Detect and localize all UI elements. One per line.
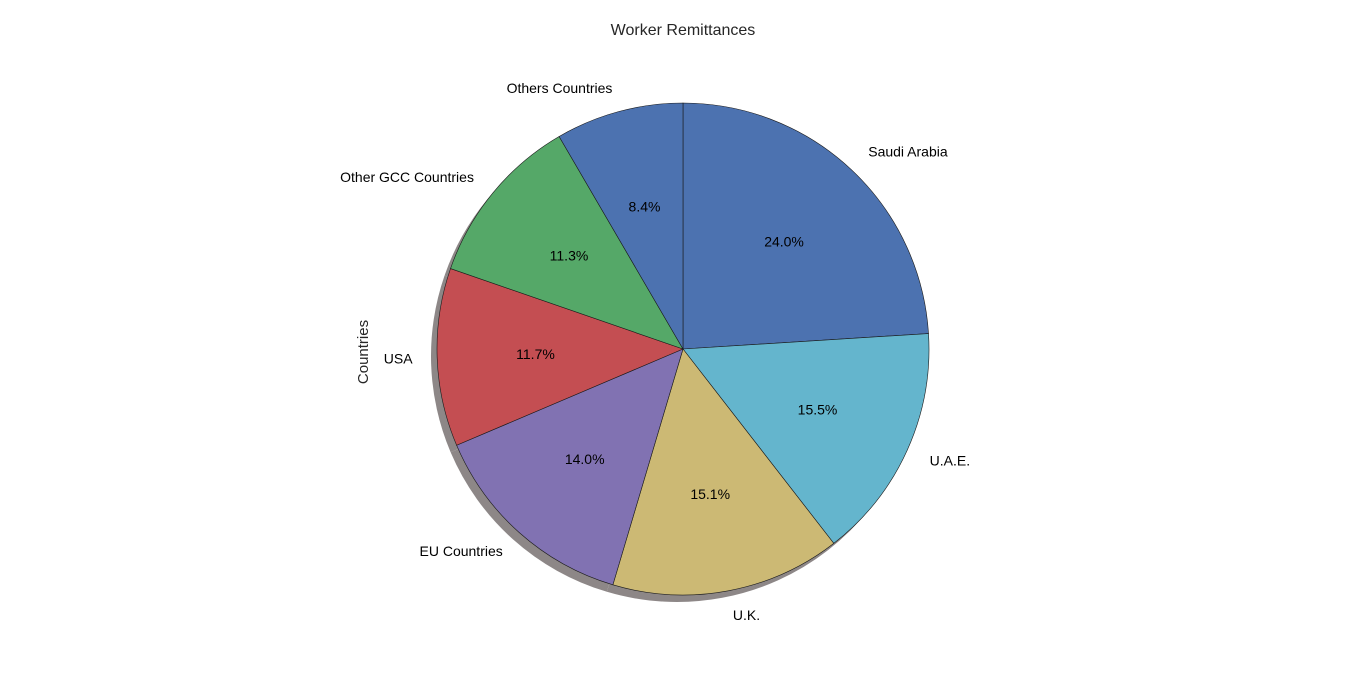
slice-label-other-gcc-countries: Other GCC Countries — [340, 169, 474, 185]
pie-slice-u-a-e — [682, 333, 930, 544]
slice-label-saudi-arabia: Saudi Arabia — [868, 144, 948, 160]
slice-label-eu-countries: EU Countries — [420, 543, 503, 559]
pie-slice-usa — [436, 268, 684, 446]
slice-label-u-k: U.K. — [733, 607, 760, 623]
slice-pct-u-a-e: 15.5% — [798, 402, 838, 418]
pie-labels: Saudi Arabia 24.0% U.A.E. 15.5% U.K. 15.1% EU … — [340, 80, 970, 623]
slice-pct-eu-countries: 14.0% — [565, 451, 605, 467]
pie-slice-others-countries — [558, 102, 684, 351]
slice-label-others-countries: Others Countries — [507, 80, 613, 96]
chart-title: Worker Remittances — [611, 22, 756, 39]
slice-pct-other-gcc-countries: 11.3% — [550, 247, 589, 263]
slice-pct-others-countries: 8.4% — [629, 199, 661, 215]
y-axis-label: Countries — [355, 320, 372, 384]
slice-label-usa: USA — [384, 350, 413, 366]
pie-slice-u-k — [612, 348, 835, 596]
pie-slice-eu-countries — [456, 348, 684, 586]
pie-slice-saudi-arabia — [682, 102, 929, 350]
slice-pct-usa: 11.7% — [516, 346, 555, 362]
slice-label-u-a-e: U.A.E. — [930, 452, 970, 468]
slice-pct-saudi-arabia: 24.0% — [764, 233, 804, 249]
slice-pct-u-k: 15.1% — [690, 486, 730, 502]
pie-slices — [436, 102, 930, 596]
pie-slice-other-gcc-countries — [450, 136, 684, 350]
